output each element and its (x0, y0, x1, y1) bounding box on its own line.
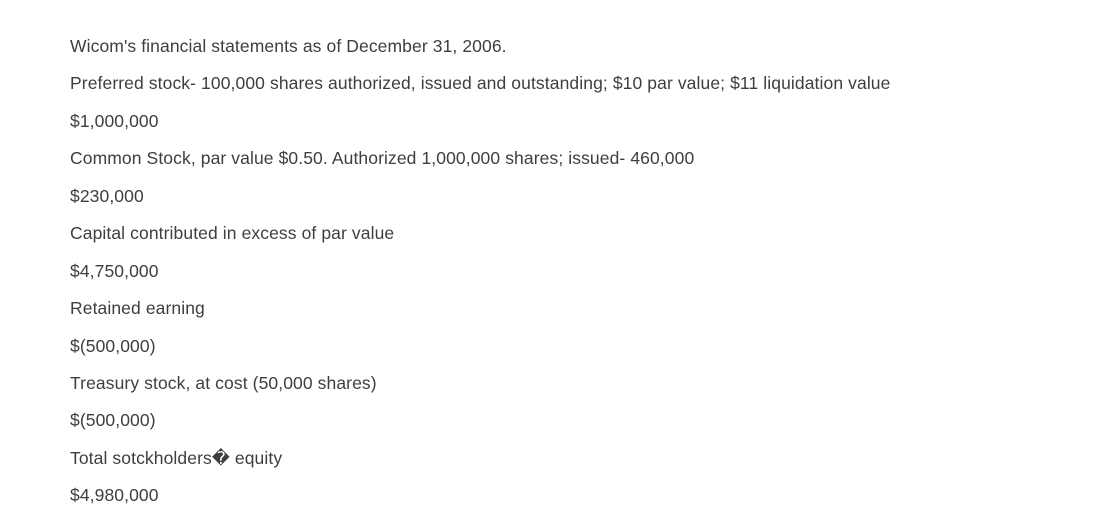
common-stock-value: $230,000 (70, 185, 144, 206)
retained-earning-value: $(500,000) (70, 335, 156, 356)
preferred-stock-value: $1,000,000 (70, 110, 159, 131)
treasury-stock-value: $(500,000) (70, 410, 156, 431)
total-equity-value: $4,980,000 (70, 485, 159, 506)
capital-contributed-label: Capital contributed in excess of par val… (70, 223, 395, 244)
common-stock-label: Common Stock, par value $0.50. Authorize… (70, 148, 695, 169)
statement-title: Wicom's financial statements as of Decem… (70, 36, 507, 56)
treasury-stock-label: Treasury stock, at cost (50,000 shares) (70, 372, 377, 393)
preferred-stock-label: Preferred stock- 100,000 shares authoriz… (70, 73, 891, 94)
capital-contributed-value: $4,750,000 (70, 260, 159, 281)
retained-earning-label: Retained earning (70, 298, 205, 319)
total-equity-label: Total sotckholders� equity (70, 447, 283, 468)
